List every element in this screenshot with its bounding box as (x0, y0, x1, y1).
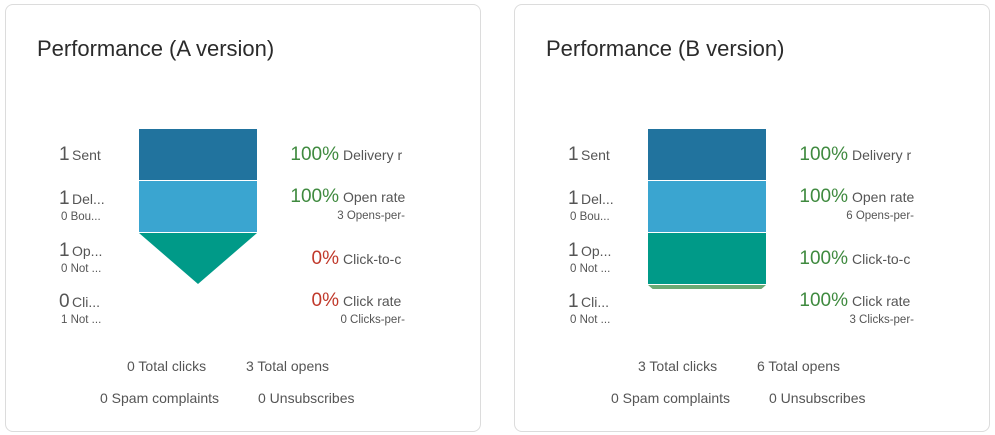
metric-value: 1 (568, 144, 579, 165)
rate-label: Delivery r (343, 147, 403, 163)
metric-value: 1 (568, 188, 579, 209)
funnel-stage-opened (139, 233, 257, 284)
metric-click-to-open: 100% Click-to-c (753, 248, 914, 270)
funnel-stage-delivered (139, 181, 257, 232)
metric-sub: 1 Not ... (61, 314, 102, 326)
rate-sub: 3 Clicks-per- (849, 314, 914, 326)
rate-sub: 0 Clicks-per- (340, 314, 405, 326)
metric-label: Cli... (72, 294, 100, 310)
rate-label: Click-to-c (852, 251, 911, 267)
total-opens: 3 Total opens (246, 358, 330, 374)
metric-label: Cli... (581, 294, 609, 310)
rate-sub: 6 Opens-per- (846, 210, 914, 222)
performance-card-a: Performance (A version) 1 Sent 1 Del... 0 … (5, 4, 481, 432)
rate-sub: 3 Opens-per- (337, 210, 405, 222)
rate-value: 0% (311, 290, 339, 311)
metric-label: Sent (72, 147, 101, 163)
rate-value: 0% (311, 248, 339, 269)
total-clicks: 0 Total clicks (127, 358, 207, 374)
metric-sent: 1 Sent (515, 144, 618, 166)
metric-delivery-rate: 100% Delivery r (753, 144, 914, 166)
metric-label: Sent (581, 147, 610, 163)
metric-clicked: 0 Cli... 1 Not ... (6, 291, 109, 326)
rate-value: 100% (290, 144, 339, 165)
rate-value: 100% (290, 186, 339, 207)
rate-label: Open rate (852, 189, 914, 205)
funnel-stage-sent (648, 129, 766, 180)
rate-value: 100% (799, 144, 848, 165)
metric-value: 1 (568, 291, 579, 312)
total-clicks: 3 Total clicks (638, 358, 718, 374)
metric-delivered: 1 Del... 0 Bou... (6, 188, 109, 223)
metric-sub: 0 Not ... (570, 314, 611, 326)
metric-delivery-rate: 100% Delivery r (244, 144, 405, 166)
rate-label: Click rate (852, 293, 911, 309)
unsubscribes: 0 Unsubscribes (258, 390, 355, 406)
metric-label: Op... (72, 243, 103, 259)
card-title: Performance (A version) (37, 36, 275, 61)
metric-value: 1 (59, 188, 70, 209)
metric-click-rate: 0% Click rate 0 Clicks-per- (244, 290, 405, 326)
rate-value: 100% (799, 248, 848, 269)
metric-label: Op... (581, 243, 612, 259)
metric-open-rate: 100% Open rate 3 Opens-per- (244, 186, 405, 222)
rate-value: 100% (799, 290, 848, 311)
funnel-stage-sent (139, 129, 257, 180)
card-title: Performance (B version) (546, 36, 785, 61)
metric-label: Del... (72, 191, 105, 207)
rate-label: Open rate (343, 189, 405, 205)
rate-label: Delivery r (852, 147, 912, 163)
metric-sent: 1 Sent (6, 144, 109, 166)
metric-value: 1 (59, 240, 70, 261)
metric-sub: 0 Bou... (570, 211, 610, 223)
metric-label: Del... (581, 191, 614, 207)
spam-complaints: 0 Spam complaints (100, 390, 220, 406)
metric-click-rate: 100% Click rate 3 Clicks-per- (753, 290, 914, 326)
metric-click-to-open: 0% Click-to-c (244, 248, 405, 270)
total-opens: 6 Total opens (757, 358, 841, 374)
rate-value: 100% (799, 186, 848, 207)
metric-value: 1 (568, 240, 579, 261)
performance-card-b: Performance (B version) 1 Sent 1 Del... 0 … (514, 4, 990, 432)
funnel-chart (139, 129, 257, 284)
funnel-stage-clicked (648, 285, 766, 289)
metric-opened: 1 Op... 0 Not ... (6, 240, 109, 275)
rate-label: Click-to-c (343, 251, 402, 267)
metric-sub: 0 Not ... (61, 263, 102, 275)
spam-complaints: 0 Spam complaints (611, 390, 731, 406)
metric-value: 0 (59, 291, 70, 312)
metric-clicked: 1 Cli... 0 Not ... (515, 291, 618, 326)
funnel-stage-delivered (648, 181, 766, 232)
metric-value: 1 (59, 144, 70, 165)
rate-label: Click rate (343, 293, 402, 309)
metric-delivered: 1 Del... 0 Bou... (515, 188, 618, 223)
metric-opened: 1 Op... 0 Not ... (515, 240, 618, 275)
metric-sub: 0 Not ... (570, 263, 611, 275)
metric-sub: 0 Bou... (61, 211, 101, 223)
funnel-chart (648, 129, 766, 289)
unsubscribes: 0 Unsubscribes (769, 390, 866, 406)
funnel-stage-opened (648, 233, 766, 284)
metric-open-rate: 100% Open rate 6 Opens-per- (753, 186, 914, 222)
